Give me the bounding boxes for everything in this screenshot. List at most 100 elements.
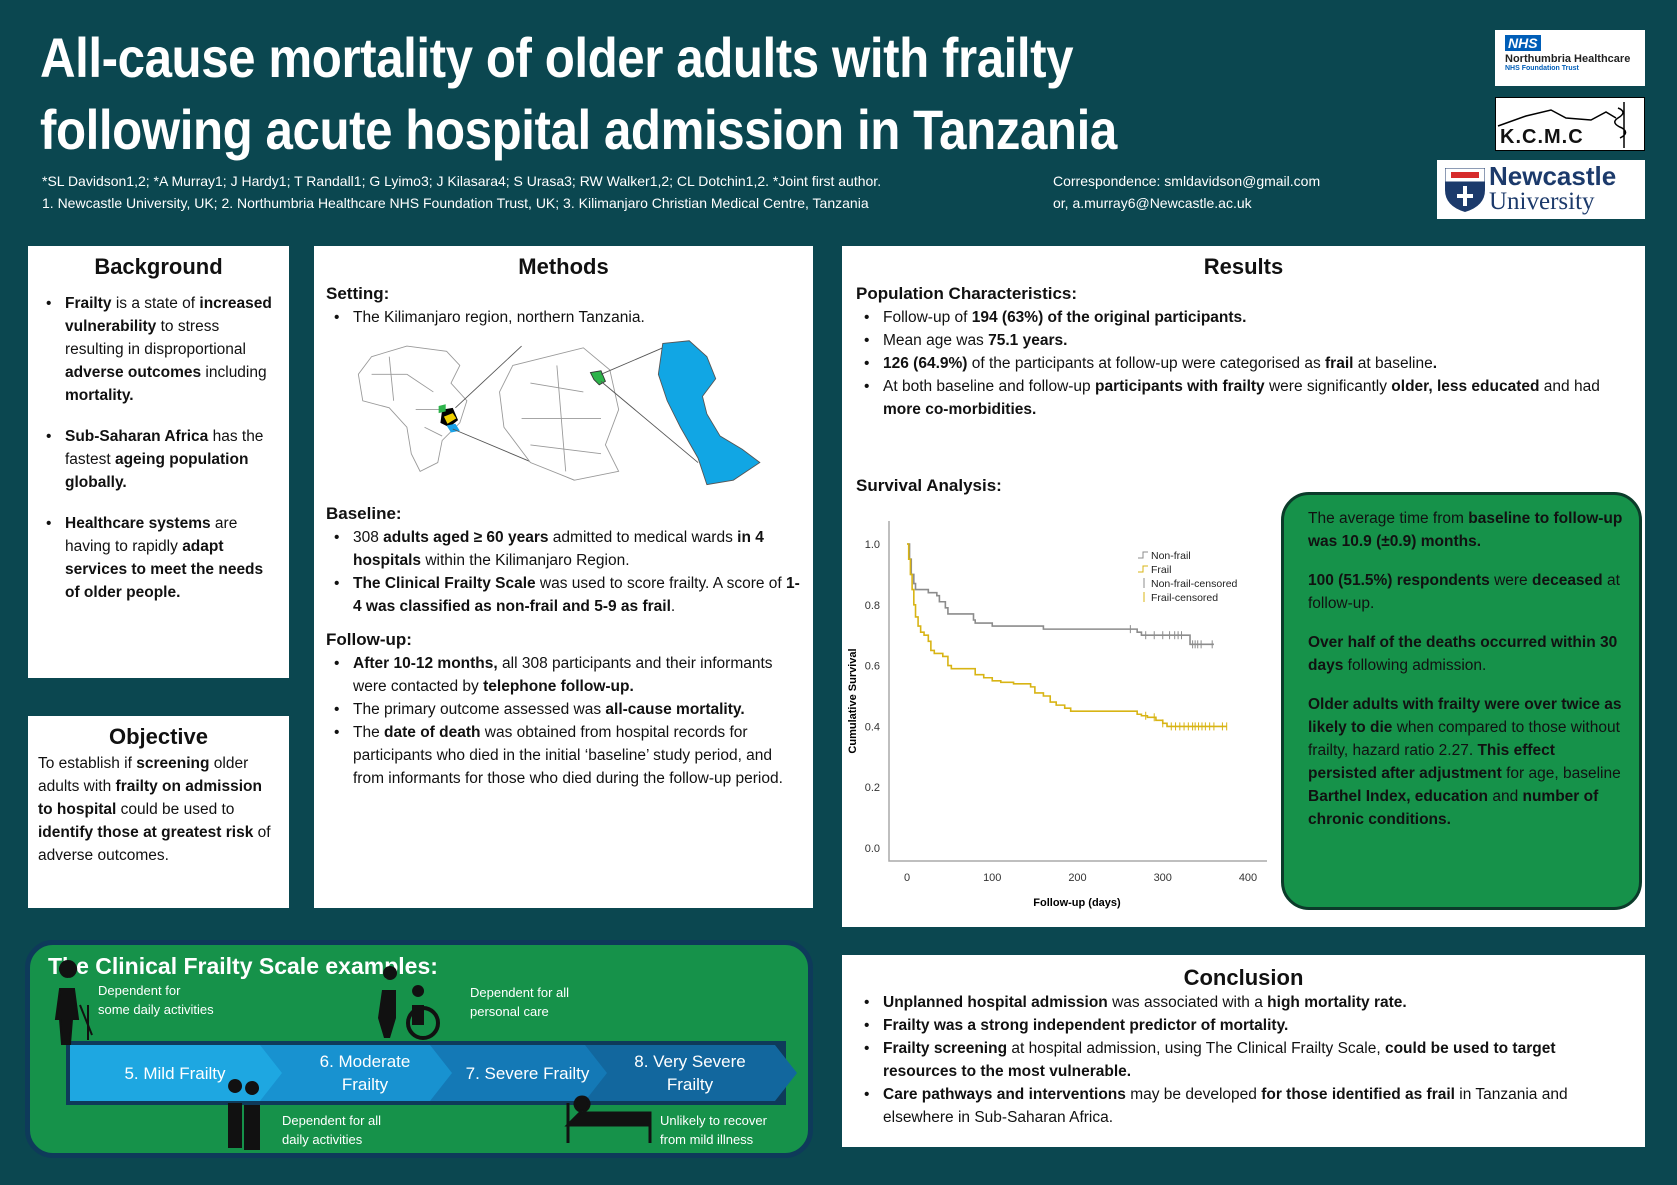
bullet-item: 126 (64.9%) of the participants at follo… (856, 352, 1631, 375)
legend-label: Non-frail-censored (1151, 578, 1238, 590)
bullet-item: Care pathways and interventions may be d… (856, 1083, 1631, 1129)
text-segment: deceased (1531, 572, 1603, 589)
background-list: Frailty is a state of increased vulnerab… (38, 292, 279, 604)
x-axis-label: Follow-up (days) (1033, 897, 1121, 909)
text-segment: 126 (64.9%) (883, 355, 968, 372)
frailty-scale-panel: The Clinical Frailty Scale examples: 5. … (25, 940, 813, 1158)
text-segment: was associated with a (1107, 994, 1268, 1011)
finding-item: 100 (51.5%) respondents were deceased at… (1308, 569, 1627, 615)
frailty-scale-heading: The Clinical Frailty Scale examples: (48, 953, 438, 979)
legend-swatch (1138, 551, 1148, 559)
text-segment: including (201, 364, 267, 381)
axes (888, 521, 1267, 862)
person-with-walker-icon (54, 960, 93, 1045)
text-segment: participants with frailty (1094, 378, 1265, 395)
text-segment: 308 (353, 529, 384, 546)
authors: *SL Davidson1,2; *A Murray1; J Hardy1; T… (42, 173, 882, 189)
text-segment: for those identified as frail (1261, 1086, 1455, 1103)
text-segment: all 308 participants and their informant… (353, 655, 773, 695)
text-segment: 194 (63%) of the original participants. (971, 309, 1247, 326)
text-segment: of the participants at follow-up were ca… (967, 355, 1326, 372)
population-heading: Population Characteristics: (856, 284, 1078, 303)
bullet-item: Unplanned hospital admission was associa… (856, 991, 1631, 1014)
text-segment: in 4 hospitals (353, 529, 764, 569)
y-tick-label: 0.0 (865, 843, 880, 855)
results-heading: Results (1203, 254, 1284, 279)
finding-item: Over half of the deaths occurred within … (1308, 631, 1627, 677)
text-segment: Mean age was (883, 332, 989, 349)
bullet-item: The Kilimanjaro region, northern Tanzani… (326, 306, 801, 329)
text-segment: screening (136, 755, 210, 772)
text-segment: Follow-up of (883, 309, 972, 326)
tanzania-regions-map (499, 347, 620, 481)
legend-label: Frail-censored (1151, 592, 1218, 604)
frailty-scale-chevrons: 5. Mild Frailty 6. Moderate Frailty 7. Seve… (54, 960, 797, 1150)
y-tick-label: 1.0 (865, 539, 880, 551)
text-segment: Care pathways and interventions (883, 1086, 1126, 1103)
setting-list: The Kilimanjaro region, northern Tanzani… (326, 306, 801, 329)
text-segment: The Kilimanjaro region, northern Tanzani… (353, 309, 645, 326)
text-segment: older, less educated (1391, 378, 1540, 395)
y-tick-label: 0.6 (865, 661, 880, 673)
findings-list: The average time from baseline to follow… (1308, 507, 1627, 831)
text-segment: were (1489, 572, 1532, 589)
text-segment: is a state of (111, 295, 200, 312)
text-segment: following admission. (1343, 657, 1487, 674)
text-segment: adverse outcomes (65, 364, 202, 381)
kcmc-text: K.C.M.C (1500, 126, 1584, 148)
objective-heading: Objective (108, 724, 209, 749)
frailty-caption: Unlikely to recover (660, 1113, 768, 1128)
key-findings-box: The average time from baseline to follow… (1281, 492, 1642, 910)
text-segment: Frailty screening (883, 1040, 1008, 1057)
bullet-item: The primary outcome assessed was all-cau… (326, 698, 801, 721)
caregiver-icon (378, 966, 398, 1038)
survival-line-frail (907, 543, 1227, 728)
text-segment: mortality. (65, 387, 134, 404)
finding-item: Older adults with frailty were over twic… (1308, 693, 1627, 831)
methods-panel: Methods Setting: The Kilimanjaro region,… (314, 246, 813, 908)
baseline-list: 308 adults aged ≥ 60 years admitted to m… (326, 526, 801, 618)
text-segment: . (1432, 355, 1438, 372)
frailty-step-6 (260, 1045, 472, 1101)
y-tick-label: 0.2 (865, 782, 880, 794)
frailty-caption: from mild illness (660, 1132, 754, 1147)
text-segment: more co-morbidities. (883, 401, 1037, 418)
text-segment: 75.1 years. (988, 332, 1068, 349)
y-tick-label: 0.4 (865, 721, 880, 733)
legend-label: Non-frail (1151, 550, 1191, 562)
newcastle-text: Newcastle (1489, 161, 1617, 191)
text-segment: 100 (51.5%) respondents (1308, 572, 1490, 589)
results-panel: Results Population Characteristics: Foll… (842, 246, 1645, 927)
author-block: *SL Davidson1,2; *A Murray1; J Hardy1; T… (42, 170, 881, 214)
bullet-item: 308 adults aged ≥ 60 years admitted to m… (326, 526, 801, 572)
correspondence-alt: or, a.murray6@Newcastle.ac.uk (1053, 195, 1252, 211)
frailty-caption: Dependent for all (282, 1113, 381, 1128)
person-in-bed-icon (564, 1095, 652, 1143)
frailty-step-label: Frailty (342, 1075, 389, 1094)
text-segment: ageing population globally. (65, 451, 249, 491)
text-segment: . (670, 598, 676, 615)
text-segment: Healthcare systems (65, 515, 211, 532)
correspondence-email-link[interactable]: smldavidson@gmail.com (1164, 173, 1321, 189)
tanzania-map (357, 340, 761, 486)
y-tick-label: 0.8 (865, 600, 880, 612)
text-segment: was used to score frailty. A score of (535, 575, 787, 592)
person-in-wheelchair-icon (412, 985, 425, 1025)
text-segment: This effect persisted after adjustment (1308, 742, 1555, 782)
bullet-item: The date of death was obtained from hosp… (326, 721, 801, 790)
frailty-caption: personal care (470, 1004, 549, 1019)
kcmc-logo: K.C.M.C (1495, 97, 1645, 151)
background-heading: Background (94, 254, 223, 279)
carer-and-person-icon (228, 1079, 260, 1150)
text-segment: To establish if (38, 755, 137, 772)
objective-panel: Objective To establish if screening olde… (28, 716, 289, 908)
text-segment: was obtained from hospital records for p… (353, 724, 783, 787)
text-segment: The primary outcome assessed was (353, 701, 606, 718)
setting-heading: Setting: (326, 284, 390, 303)
text-segment: identify those at greatest risk (38, 824, 254, 841)
text-segment: increased vulnerability (65, 295, 272, 335)
frailty-caption: Dependent for (98, 983, 181, 998)
text-segment: At both baseline and follow-up (883, 378, 1095, 395)
bullet-item: After 10-12 months, all 308 participants… (326, 652, 801, 698)
affiliations: 1. Newcastle University, UK; 2. Northumb… (42, 195, 869, 211)
